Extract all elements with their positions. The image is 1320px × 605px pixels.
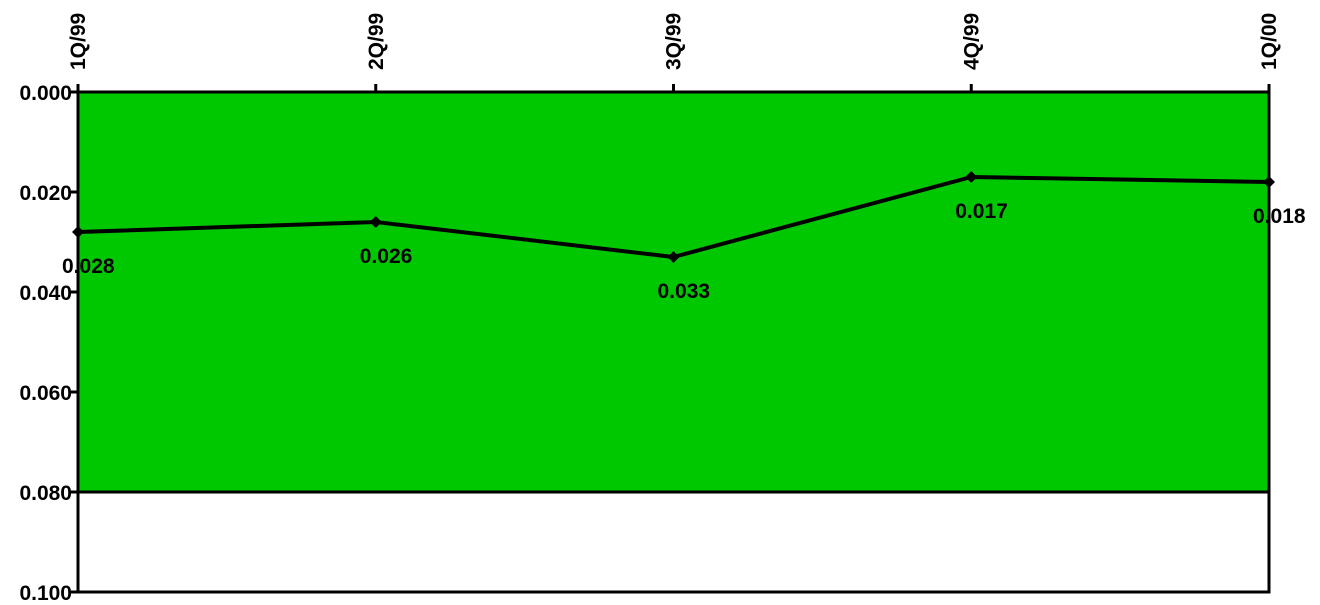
x-axis: 1Q/99 2Q/99 3Q/99 4Q/99 1Q/00 — [67, 13, 1281, 92]
data-point — [667, 251, 680, 263]
data-point — [1263, 176, 1275, 188]
y-tick-label: 0.060 — [19, 382, 72, 405]
y-axis: 0.000 0.020 0.040 0.060 0.080 0.100 — [19, 82, 78, 605]
data-labels: 0.028 0.026 0.033 0.017 0.018 — [62, 200, 1306, 303]
y-tick-label: 0.000 — [19, 82, 72, 105]
y-tick-label: 0.040 — [19, 282, 72, 305]
data-label: 0.018 — [1253, 205, 1306, 228]
y-tick-label: 0.080 — [19, 482, 72, 505]
data-label: 0.026 — [360, 245, 413, 268]
x-tick-label: 4Q/99 — [960, 13, 983, 70]
data-point — [72, 226, 84, 238]
data-label: 0.033 — [658, 280, 711, 303]
y-tick-label: 0.020 — [19, 182, 72, 205]
x-tick-label: 1Q/99 — [67, 13, 90, 70]
data-point — [965, 171, 978, 183]
x-tick-label: 1Q/00 — [1258, 13, 1281, 70]
x-tick-label: 3Q/99 — [663, 13, 686, 70]
data-label: 0.028 — [62, 255, 115, 278]
background-bands — [78, 92, 1269, 592]
band-0 — [78, 92, 1269, 492]
band-1 — [78, 492, 1269, 592]
data-label: 0.017 — [955, 200, 1008, 223]
y-tick-label: 0.100 — [19, 582, 72, 605]
series-line-group — [72, 171, 1275, 263]
x-tick-label: 2Q/99 — [365, 13, 388, 70]
data-point — [369, 216, 382, 228]
